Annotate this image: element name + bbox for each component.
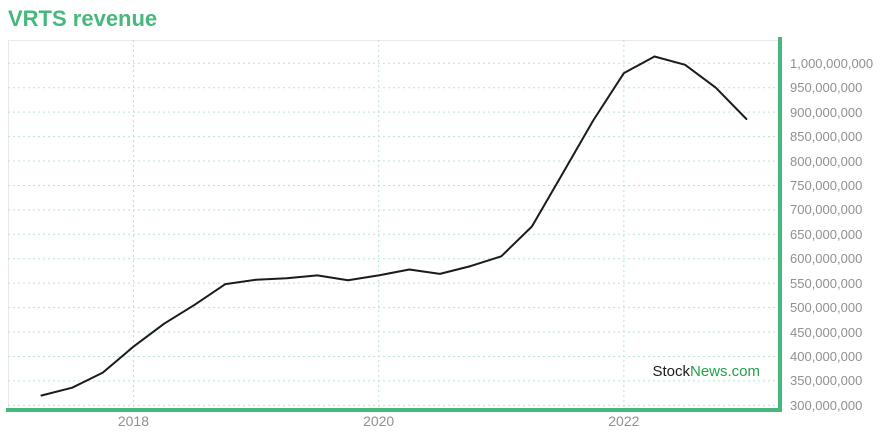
y-axis-label: 600,000,000 — [790, 251, 863, 267]
x-axis-label: 2020 — [363, 413, 395, 429]
watermark: StockNews.com — [648, 363, 760, 380]
y-axis-label: 800,000,000 — [790, 153, 863, 169]
y-axis-label: 450,000,000 — [790, 324, 863, 340]
chart-title: VRTS revenue — [8, 6, 158, 31]
y-axis-label: 350,000,000 — [790, 373, 863, 389]
plot-area[interactable] — [8, 40, 778, 408]
y-axis-label: 950,000,000 — [790, 80, 863, 96]
y-axis-label: 750,000,000 — [790, 177, 863, 193]
x-axis-label: 2022 — [608, 413, 640, 429]
y-axis-label: 500,000,000 — [790, 300, 863, 316]
revenue-line — [40, 55, 748, 397]
plot-border-bottom — [6, 408, 782, 412]
y-axis-label: 900,000,000 — [790, 104, 863, 120]
watermark-news-com: News.com — [689, 363, 760, 380]
x-axis-label: 2018 — [117, 413, 150, 429]
y-axis-label: 700,000,000 — [790, 202, 863, 218]
y-axis-label: 850,000,000 — [790, 129, 863, 145]
plot-border-right — [778, 37, 782, 412]
watermark-stock: Stock — [652, 363, 690, 380]
y-axis-label: 650,000,000 — [790, 226, 863, 242]
y-axis-label: 1,000,000,000 — [790, 55, 874, 71]
y-axis-label: 550,000,000 — [790, 275, 863, 291]
y-axis-label: 300,000,000 — [790, 397, 863, 413]
y-axis-label: 400,000,000 — [790, 348, 863, 364]
